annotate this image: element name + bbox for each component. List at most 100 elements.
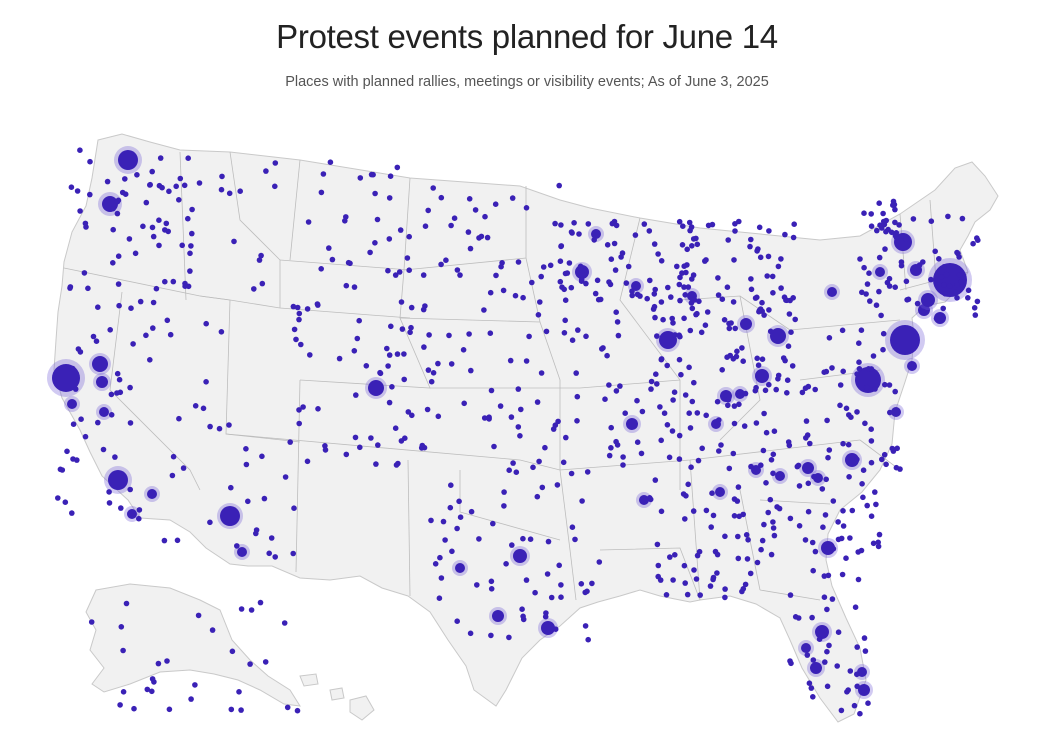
event-marker-small	[562, 317, 568, 324]
event-marker-small	[584, 469, 591, 475]
event-marker-small	[261, 495, 268, 502]
event-marker-small	[710, 512, 717, 519]
event-marker	[127, 509, 137, 519]
event-marker-small	[810, 567, 816, 574]
event-marker-small	[752, 387, 759, 394]
event-marker	[821, 541, 835, 555]
event-marker-small	[488, 586, 495, 592]
event-marker-small	[326, 245, 332, 251]
event-marker-small	[77, 349, 84, 355]
event-marker	[118, 150, 138, 170]
event-marker-small	[216, 425, 223, 432]
event-marker-small	[442, 537, 448, 543]
event-marker-small	[115, 253, 122, 259]
event-marker-small	[667, 554, 673, 560]
event-marker-small	[118, 624, 125, 630]
event-marker-small	[363, 363, 370, 369]
event-marker-small	[971, 305, 978, 311]
event-marker-small	[557, 278, 564, 285]
event-marker-small	[653, 371, 659, 378]
event-marker-small	[203, 320, 209, 327]
event-marker-small	[108, 391, 115, 398]
event-marker-small	[864, 281, 871, 287]
hawaii-island-3	[349, 695, 375, 721]
event-marker-small	[870, 540, 877, 547]
event-marker-small	[435, 360, 441, 367]
event-marker-small	[149, 676, 156, 682]
event-marker-small	[602, 396, 608, 403]
event-marker-small	[648, 378, 655, 385]
event-marker-small	[876, 531, 883, 538]
event-marker-small	[812, 386, 818, 393]
event-marker-small	[819, 626, 825, 632]
event-marker-small	[492, 201, 499, 207]
event-marker-small	[518, 406, 524, 413]
event-marker-small	[305, 219, 312, 225]
event-marker-small	[195, 612, 202, 619]
event-marker-small	[762, 387, 769, 394]
event-marker-small	[883, 217, 889, 224]
event-markers	[47, 146, 981, 717]
event-marker-small	[670, 397, 676, 403]
event-marker-small	[759, 537, 766, 544]
event-marker	[96, 376, 108, 388]
event-marker-small	[207, 519, 213, 526]
event-marker-small	[676, 281, 683, 288]
event-marker-small	[534, 399, 541, 405]
event-marker-small	[767, 328, 774, 335]
event-marker-small	[725, 402, 731, 409]
event-marker-small	[863, 384, 870, 391]
event-marker-small	[585, 221, 592, 227]
event-marker-small	[143, 332, 149, 339]
event-marker-small	[465, 229, 472, 235]
event-marker-small	[882, 246, 888, 252]
event-marker-small	[691, 297, 698, 303]
event-marker-small	[765, 253, 772, 260]
event-marker-small	[790, 295, 796, 301]
event-marker-small	[689, 398, 696, 405]
event-marker-small	[681, 315, 687, 322]
event-marker-small	[754, 559, 761, 566]
event-marker-small	[770, 290, 776, 296]
event-marker-small	[606, 279, 612, 285]
event-marker	[810, 662, 822, 674]
event-marker-small	[447, 504, 454, 511]
event-marker-small	[865, 366, 872, 372]
event-marker-small	[574, 393, 581, 400]
event-marker-small	[585, 636, 591, 643]
event-marker-small	[537, 299, 543, 305]
event-marker-small	[854, 644, 860, 650]
event-marker	[740, 318, 752, 330]
event-marker-small	[686, 219, 693, 226]
event-marker-small	[694, 552, 701, 559]
event-marker-small	[804, 652, 811, 658]
event-marker-small	[892, 219, 898, 226]
event-marker-small	[710, 576, 716, 583]
event-marker-small	[336, 355, 343, 362]
event-marker-small	[389, 384, 395, 390]
event-marker-small	[538, 370, 545, 376]
event-marker-small	[578, 265, 584, 272]
event-marker-small	[685, 284, 692, 290]
event-marker-small	[298, 341, 304, 348]
event-marker-small	[629, 288, 635, 295]
event-marker-small	[81, 270, 88, 276]
event-marker-small	[819, 486, 826, 492]
event-marker-small	[120, 689, 127, 695]
event-marker-small	[557, 258, 564, 265]
event-marker-small	[501, 489, 507, 495]
event-marker-small	[920, 308, 927, 315]
event-marker-small	[785, 439, 792, 445]
event-marker-small	[658, 508, 665, 515]
event-marker-small	[405, 409, 412, 415]
event-marker-small	[847, 668, 854, 674]
event-marker-small	[693, 576, 700, 582]
event-marker-small	[847, 535, 853, 541]
event-marker-small	[788, 660, 794, 667]
event-marker-small	[775, 372, 782, 379]
event-marker-small	[845, 441, 852, 448]
event-marker-small	[634, 291, 641, 298]
event-marker-small	[506, 467, 512, 474]
event-marker-small	[859, 289, 865, 296]
event-marker-small	[829, 596, 836, 602]
